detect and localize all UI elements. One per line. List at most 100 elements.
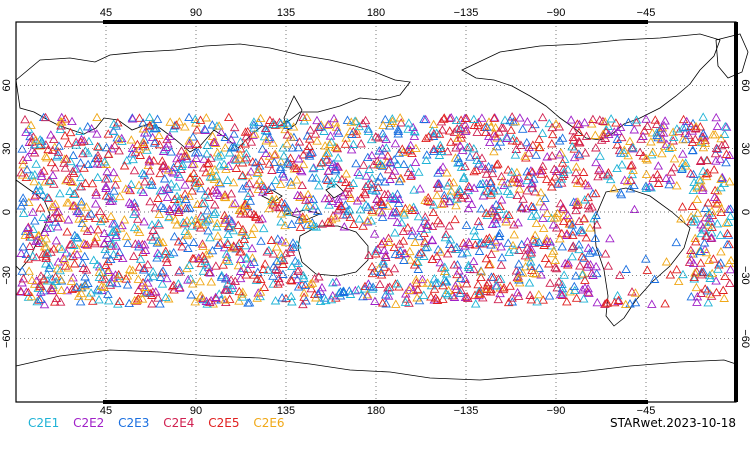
observation-marker [457, 248, 467, 258]
observation-marker [691, 266, 702, 276]
observation-marker [323, 166, 334, 175]
observation-marker [480, 127, 491, 137]
observation-marker [696, 228, 707, 238]
observation-marker [376, 239, 387, 248]
observation-marker [472, 127, 482, 136]
observation-marker [200, 124, 210, 133]
observation-marker [687, 201, 698, 210]
observation-marker [722, 228, 733, 238]
observation-marker [117, 253, 128, 263]
observation-marker [454, 266, 464, 275]
observation-marker [522, 137, 532, 147]
observation-marker [417, 274, 428, 284]
observation-marker [590, 188, 601, 198]
observation-marker [641, 153, 651, 163]
observation-marker [99, 157, 110, 166]
observation-marker [703, 297, 713, 307]
observation-marker [657, 148, 667, 158]
observation-marker [33, 230, 43, 240]
observation-marker [477, 161, 487, 170]
observation-marker [202, 159, 213, 168]
observation-marker [630, 288, 641, 297]
observation-marker [469, 143, 479, 153]
observation-marker [273, 234, 283, 243]
observation-marker [480, 186, 490, 196]
observation-marker [252, 274, 263, 283]
observation-marker [426, 292, 436, 301]
observation-marker [72, 282, 82, 291]
observation-marker [317, 282, 327, 292]
observation-marker [457, 145, 468, 154]
observation-marker [513, 217, 523, 227]
observation-marker [210, 200, 220, 209]
observation-marker [515, 113, 525, 122]
observation-marker [672, 124, 682, 133]
observation-marker [702, 168, 713, 177]
observation-marker [385, 157, 395, 166]
observation-marker [712, 194, 722, 204]
observation-marker [577, 251, 587, 261]
observation-marker [714, 260, 724, 269]
observation-marker [704, 208, 714, 217]
observation-marker [537, 128, 548, 137]
observation-marker [384, 286, 395, 295]
observation-marker [481, 286, 491, 295]
observation-marker [414, 249, 424, 258]
observation-marker [504, 210, 514, 219]
observation-marker [267, 165, 277, 174]
observation-marker [159, 174, 170, 183]
observation-marker [124, 197, 135, 207]
observation-marker [455, 141, 466, 150]
observation-marker [399, 159, 409, 169]
observation-marker [527, 178, 537, 187]
observation-marker [681, 134, 691, 143]
observation-marker [29, 139, 40, 149]
observation-marker [443, 290, 453, 299]
observation-marker [230, 276, 240, 285]
observation-marker [381, 134, 391, 144]
observation-marker [90, 213, 101, 222]
observation-marker [188, 237, 199, 246]
observation-marker [405, 140, 416, 149]
observation-marker [660, 141, 670, 150]
observation-marker [410, 237, 420, 246]
observation-marker [720, 139, 730, 148]
observation-marker [150, 202, 161, 212]
observation-marker [185, 173, 195, 183]
observation-marker [468, 256, 479, 266]
observation-marker [419, 228, 429, 238]
observation-marker [697, 267, 708, 277]
observation-marker [83, 211, 93, 221]
observation-marker [240, 127, 251, 136]
observation-marker [65, 156, 76, 166]
observation-marker [363, 179, 373, 189]
observation-marker [690, 134, 701, 143]
observation-marker [629, 125, 640, 134]
observation-marker [439, 262, 450, 271]
observation-marker [69, 200, 79, 210]
observation-marker [211, 222, 222, 231]
observation-marker [173, 196, 183, 205]
observation-marker [352, 196, 363, 205]
observation-marker [135, 150, 146, 159]
observation-marker [485, 178, 496, 187]
observation-marker [403, 167, 414, 177]
observation-marker [486, 272, 497, 281]
observation-marker [275, 277, 285, 286]
observation-marker [190, 180, 200, 190]
observation-marker [530, 119, 540, 129]
observation-marker [88, 255, 99, 264]
observation-marker [664, 143, 674, 153]
observation-marker [149, 138, 160, 147]
observation-marker [322, 120, 333, 129]
observation-marker [437, 125, 448, 134]
observation-marker [230, 198, 240, 207]
observation-marker [716, 182, 726, 192]
observation-marker [276, 253, 287, 262]
observation-marker [301, 195, 311, 204]
observation-marker [211, 171, 222, 180]
observation-marker [384, 121, 395, 130]
observation-marker [317, 157, 327, 166]
observation-marker [31, 252, 42, 262]
observation-marker [387, 170, 398, 180]
